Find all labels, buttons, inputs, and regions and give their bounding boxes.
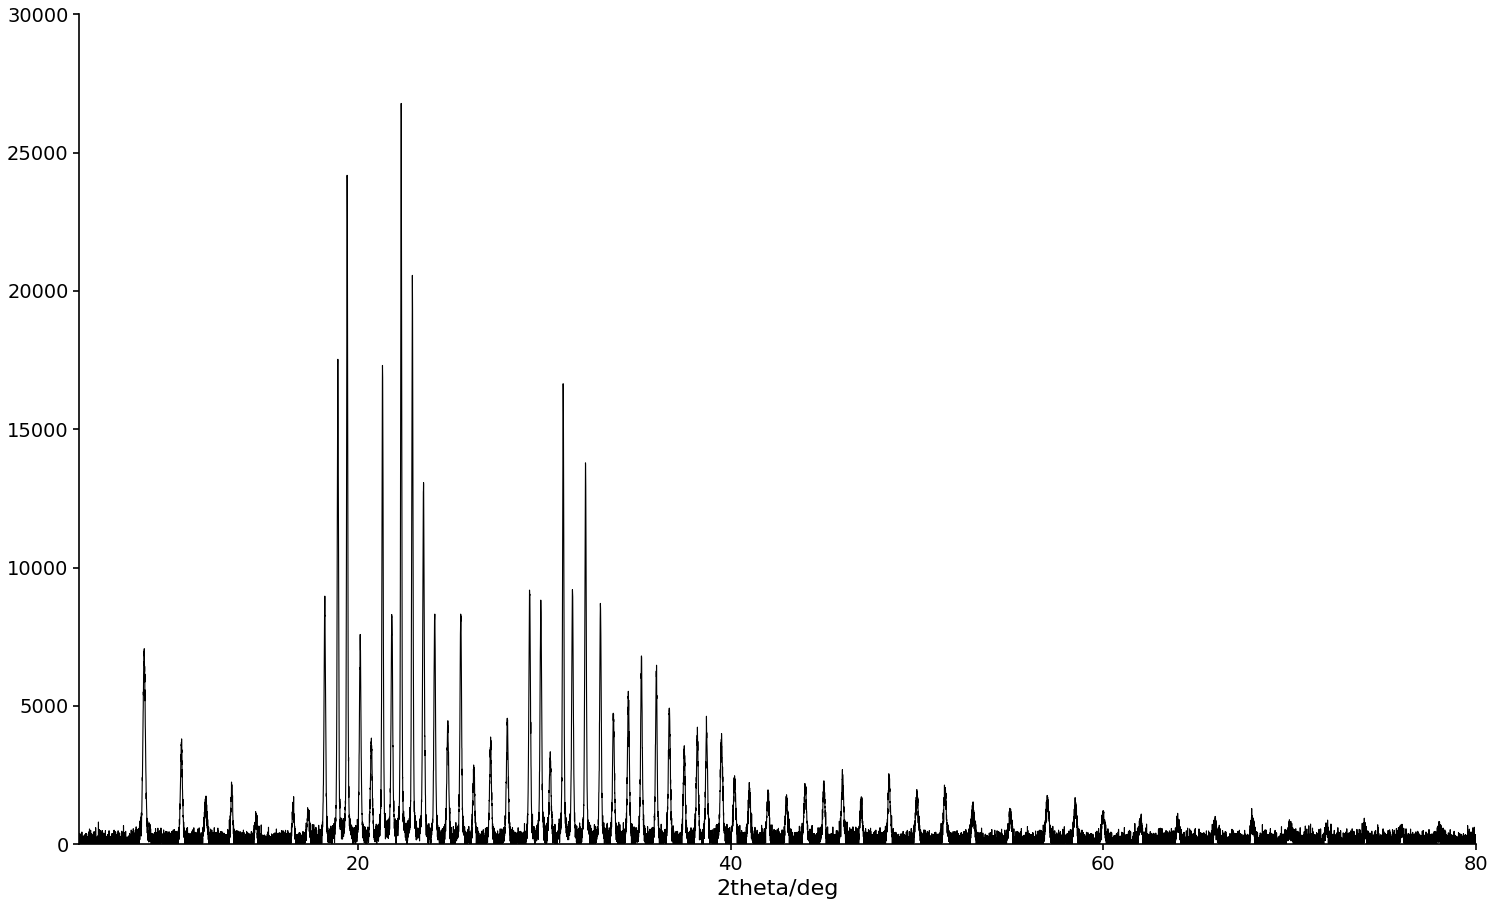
X-axis label: 2theta/deg: 2theta/deg: [716, 879, 839, 899]
